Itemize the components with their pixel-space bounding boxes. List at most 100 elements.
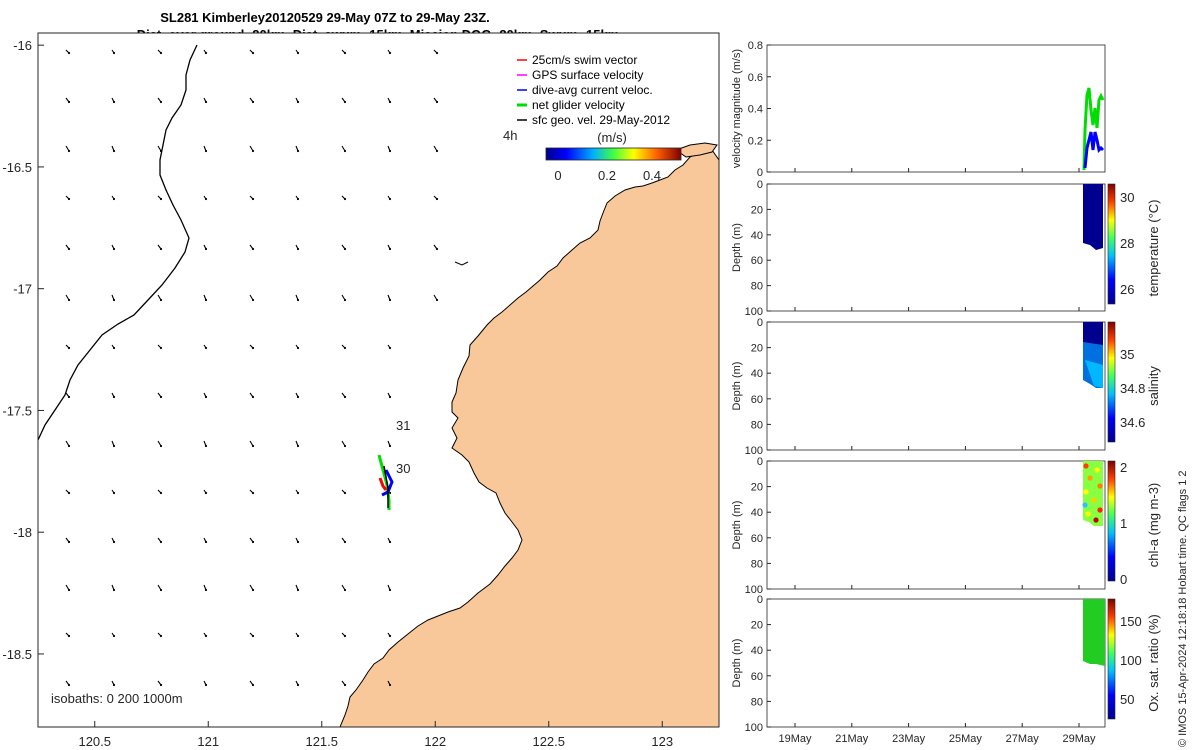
isobath-line [38, 44, 198, 441]
velocity-vector-head [296, 100, 300, 104]
panel-y-tick-label: 100 [745, 722, 763, 734]
colorbar-tick-label: 0 [1120, 572, 1127, 587]
panel-y-tick-label: 80 [751, 696, 763, 708]
panel-y-tick-label: 80 [751, 419, 763, 431]
colorbar-tick-label: 2 [1120, 460, 1127, 475]
velocity-vector-head [296, 298, 300, 302]
velocity-vector-head [435, 51, 439, 55]
colorbar-tick-label: 150 [1120, 614, 1142, 629]
panel-y-tick-label: 0 [757, 179, 763, 191]
panel-y-tick-label: 60 [751, 671, 763, 683]
panel-x-tick-label: 23May [892, 733, 926, 745]
panel-y-tick-label: 80 [751, 281, 763, 293]
panel-y-label: velocity magnitude (m/s) [731, 49, 743, 168]
panel-frame-salinity [766, 321, 1106, 451]
chla-sample [1083, 489, 1089, 495]
panel-y-tick-label: 40 [751, 368, 763, 380]
legend-entry: GPS surface velocity [532, 68, 643, 82]
speed-colorbar: 4h (m/s) 0 0.2 0.4 [503, 128, 682, 183]
velocity-vector-head [435, 247, 439, 251]
velocity-vector-head [112, 634, 116, 638]
velocity-vector-head [67, 540, 71, 544]
section-colorbars [1107, 183, 1116, 720]
map-y-tick-label: -18 [13, 525, 32, 540]
colorbar-tick-label: 34.8 [1120, 381, 1145, 396]
map-y-tick-label: -17.5 [2, 403, 32, 418]
panel-y-label: Depth (m) [731, 501, 743, 550]
panel-x-tick-label: 25May [949, 733, 983, 745]
chla-sample [1083, 463, 1089, 469]
temperature-section [1083, 184, 1103, 250]
velocity-vector-head [204, 197, 208, 201]
panel-y-tick-label: 20 [751, 482, 763, 494]
velocity-vector-head [388, 634, 392, 638]
velocity-vector-head [343, 683, 347, 687]
velocity-vector-head [204, 51, 208, 55]
velocity-vector-head [296, 395, 300, 399]
panel-frame-oxygen [766, 598, 1106, 728]
velocity-vector-head [112, 444, 116, 448]
panel-y-tick-label: 20 [751, 343, 763, 355]
velocity-vector-head [159, 683, 163, 687]
footer-credit: © IMOS 15-Apr-2024 12:18:18 Hobart time.… [1177, 470, 1189, 747]
velocity-vector-head [204, 395, 208, 399]
velocity-vector-head [388, 588, 392, 592]
velocity-vector-head [204, 588, 208, 592]
velocity-vector-head [435, 197, 439, 201]
velocity-vector-head [388, 298, 392, 302]
land-area [339, 149, 719, 727]
velocity-vector-head [343, 51, 347, 55]
velocity-vector-head [67, 247, 71, 251]
colorbar-tick-label: 1 [1120, 516, 1127, 531]
velocity-vector-head [67, 100, 71, 104]
velocity-vector-head [159, 540, 163, 544]
isobaths-label: isobaths: 0 200 1000m [51, 691, 183, 706]
panel-y-tick-label: 80 [751, 558, 763, 570]
velocity-vector-head [251, 491, 255, 495]
velocity-vector-head [204, 298, 208, 302]
velocity-vector-head [112, 540, 116, 544]
map-x-tick-label: 121 [197, 734, 219, 749]
velocity-vector-head [388, 444, 392, 448]
panel-y-tick-label: 100 [745, 584, 763, 596]
velocity-vector-head [343, 395, 347, 399]
surface-velocity-vectors [65, 49, 439, 687]
chla-section [1082, 461, 1103, 526]
velocity-vector-head [251, 346, 255, 350]
velocity-vector-head [112, 683, 116, 687]
colorbar-tick-label: 30 [1120, 190, 1134, 205]
velocity-vector-head [67, 683, 71, 687]
velocity-vector-head [112, 247, 116, 251]
velocity-vector-head [435, 149, 439, 153]
colorbar-tick-label: 28 [1120, 236, 1134, 251]
velocity-vector-head [204, 540, 208, 544]
map-x-tick-label: 122.5 [532, 734, 565, 749]
map-y-axis: -16 -16.5 -17 -17.5 -18 -18.5 [2, 38, 44, 662]
map-y-tick-label: -16 [13, 38, 32, 53]
colorbar-tick-label: 100 [1120, 653, 1142, 668]
velocity-vector-head [112, 149, 116, 153]
chla-sample [1097, 483, 1103, 489]
velocity-vector-head [159, 444, 163, 448]
chla-sample [1093, 517, 1099, 523]
colorbar-tick: 0.4 [643, 168, 661, 183]
panel-y-tick-label: 60 [751, 255, 763, 267]
colorbar-tick: 0 [554, 168, 561, 183]
panel-x-tick-label: 19May [778, 733, 812, 745]
velocity-vector-head [159, 298, 163, 302]
chla-sample [1082, 502, 1088, 508]
velocity-vector-head [251, 540, 255, 544]
velocity-vector-head [343, 149, 347, 153]
velocity-vector-head [159, 149, 163, 153]
velocity-vector-head [388, 51, 392, 55]
panel-x-tick-label: 21May [835, 733, 869, 745]
panel-x-tick-label: 27May [1006, 733, 1040, 745]
chla-sample [1091, 497, 1097, 503]
velocity-vector-head [388, 149, 392, 153]
panel-y-tick-label: 20 [751, 620, 763, 632]
velocity-vector-head [251, 395, 255, 399]
velocity-vector-head [296, 346, 300, 350]
velocity-vector-head [388, 540, 392, 544]
panel-x-tick-label: 29May [1062, 733, 1096, 745]
glider-track [377, 454, 394, 510]
